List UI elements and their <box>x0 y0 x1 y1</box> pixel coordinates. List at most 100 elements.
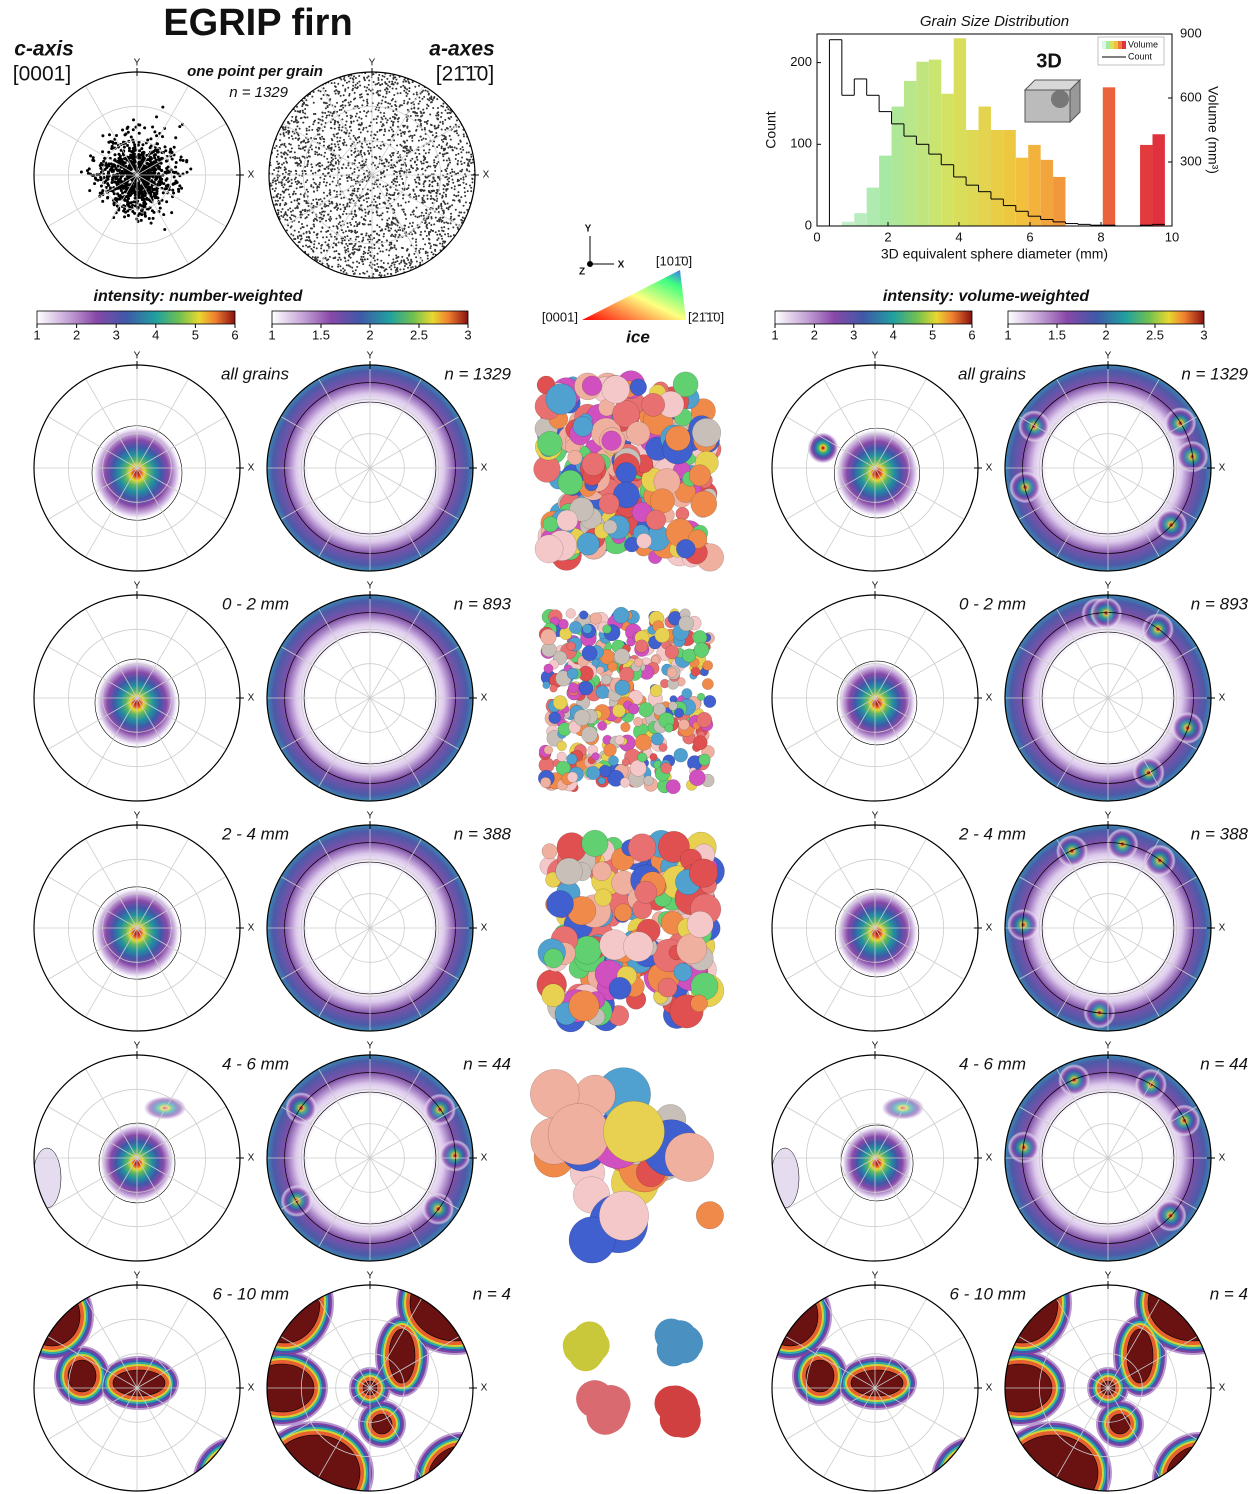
grain-point <box>348 132 351 135</box>
grain-point <box>143 126 147 130</box>
grain-point <box>465 183 468 186</box>
density-blob <box>807 432 839 464</box>
grain-point <box>435 191 438 194</box>
ipf-label: [0001] <box>542 309 578 324</box>
grain-point <box>411 136 414 139</box>
grain <box>633 657 644 667</box>
grain-point <box>278 197 281 200</box>
grain-point <box>422 185 425 188</box>
grain <box>602 519 618 535</box>
grain-point <box>384 88 387 91</box>
grain-point <box>360 255 363 258</box>
grain-point <box>304 172 307 175</box>
grain-point <box>317 242 320 245</box>
a-axes-index: [21̄1̄0] <box>436 63 494 86</box>
grain-point <box>399 159 402 162</box>
grain-point <box>333 85 336 88</box>
grain-point <box>325 102 328 105</box>
grain-point <box>301 170 304 173</box>
grain-point <box>341 220 344 223</box>
colorbar-tick-label: 4 <box>890 327 897 342</box>
grain-point <box>356 176 359 179</box>
grain <box>641 392 666 417</box>
grain-point <box>314 171 317 174</box>
grain-point <box>318 147 321 150</box>
grain-point <box>303 169 306 172</box>
grain-point <box>306 156 309 159</box>
grain-point <box>294 110 297 113</box>
grain-point <box>336 231 339 234</box>
grain-point <box>99 184 103 188</box>
grain-point <box>152 187 156 191</box>
grain-point <box>365 111 368 114</box>
grain-point <box>312 190 315 193</box>
grain-point <box>310 227 313 230</box>
grain-point <box>344 131 347 134</box>
grain <box>689 858 719 888</box>
grain-point <box>353 248 356 251</box>
grain-point <box>410 266 413 269</box>
grain-point <box>358 261 361 264</box>
grain-point <box>351 266 354 269</box>
grain-point <box>351 218 354 221</box>
grain-point <box>323 203 326 206</box>
grain-point <box>304 112 307 115</box>
grain-point <box>96 178 100 182</box>
grain-point <box>362 263 365 266</box>
grain-point <box>273 177 276 180</box>
grain-point <box>445 221 448 224</box>
grain-point <box>99 166 103 170</box>
grain-point <box>361 164 364 167</box>
grain-point <box>386 272 389 275</box>
grain-point <box>358 116 361 119</box>
grain-point <box>392 261 395 264</box>
grain-point <box>360 216 363 219</box>
grain-point <box>390 158 393 161</box>
grain-point <box>334 161 337 164</box>
grain-point <box>312 198 315 201</box>
grain-point <box>334 145 337 148</box>
grain-point <box>391 115 394 118</box>
grain-point <box>286 177 289 180</box>
grain-point <box>429 113 432 116</box>
grain <box>546 890 574 918</box>
grain-point <box>382 133 385 136</box>
grain-point <box>385 239 388 242</box>
grain <box>541 983 566 1008</box>
grain-point <box>427 216 430 219</box>
grain-point <box>110 147 114 151</box>
grain-point <box>114 141 118 145</box>
grain <box>540 628 557 646</box>
grain-point <box>422 155 425 158</box>
grain-point <box>457 125 460 128</box>
grain-point <box>418 152 421 155</box>
grain-point <box>335 204 338 207</box>
colorbar <box>1007 310 1205 325</box>
grain-point <box>367 249 370 252</box>
grain-point <box>296 105 299 108</box>
grain-point <box>345 205 348 208</box>
grain-point <box>351 89 354 92</box>
grain-point <box>299 186 302 189</box>
grain-point <box>387 226 390 229</box>
grain-point <box>333 143 336 146</box>
grain-point <box>397 236 400 239</box>
grain-point <box>141 196 145 200</box>
grain-point <box>151 216 155 220</box>
grain-point <box>372 137 375 140</box>
grain-point <box>304 107 307 110</box>
grain-point <box>308 129 311 132</box>
grain-point <box>165 200 169 204</box>
grain-point <box>425 209 428 212</box>
grain-point <box>296 235 299 238</box>
grain-point <box>451 178 454 181</box>
grain-point <box>390 181 393 184</box>
grain-point <box>109 140 113 144</box>
grain-point <box>418 84 421 87</box>
grain-point <box>358 75 361 78</box>
grain-point <box>293 151 296 154</box>
grain-point <box>335 202 338 205</box>
grain-point <box>359 111 362 114</box>
axis-label: X <box>248 923 255 934</box>
grain-point <box>290 182 293 185</box>
